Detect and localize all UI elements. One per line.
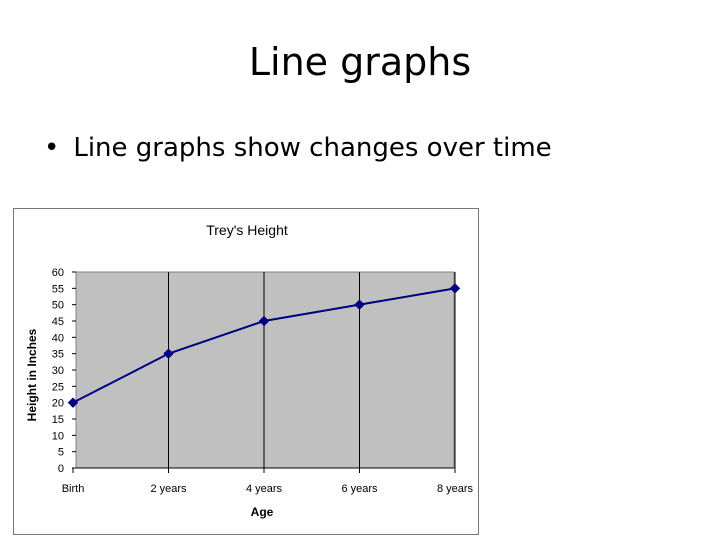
data-point-marker [258,315,270,327]
y-tick-label: 20 [52,398,64,410]
y-tick-label: 0 [58,463,64,475]
y-tick-label: 55 [52,283,64,295]
x-axis-label: Age [251,505,274,519]
bullet-item: • Line graphs show changes over time [44,133,552,163]
x-tick-label: 2 years [150,483,187,495]
y-tick-label: 5 [58,447,64,459]
y-tick-label: 50 [52,300,64,312]
data-point-marker [67,397,79,408]
x-tick-label: Birth [62,483,85,495]
line-chart: Trey's Height 0 5 10 15 20 25 30 35 40 45 50 55 60 B… [25,222,474,519]
bullet-dot: • [44,133,60,163]
x-tick-label: 6 years [341,483,378,495]
x-tick-label: 4 years [246,483,283,495]
y-tick-label: 40 [52,332,64,344]
y-tick-label: 15 [52,414,64,426]
data-point-marker [354,299,365,310]
y-tick-label: 60 [52,267,64,279]
chart-title: Trey's Height [206,222,288,238]
y-tick-label: 30 [52,365,64,377]
slide-title: Line graphs [248,40,472,84]
data-point-marker [449,283,461,294]
series-height [67,283,461,408]
y-tick-label: 45 [52,316,64,328]
x-tick-label: 8 years [437,483,474,495]
y-axis-label: Height in Inches [25,328,39,421]
chart-frame: Trey's Height 0 5 10 15 20 25 30 35 40 45 50 55 60 B… [13,208,479,535]
data-point-marker [163,348,174,359]
y-tick-label: 25 [52,381,64,393]
y-tick-label: 10 [52,430,64,442]
plot-area [75,271,455,469]
x-axis-ticks: Birth 2 years 4 years 6 years 8 years [62,467,474,495]
y-axis-ticks: 0 5 10 15 20 25 30 35 40 45 50 55 60 [52,267,76,475]
bullet-text: Line graphs show changes over time [73,133,552,163]
y-tick-label: 35 [52,349,64,361]
